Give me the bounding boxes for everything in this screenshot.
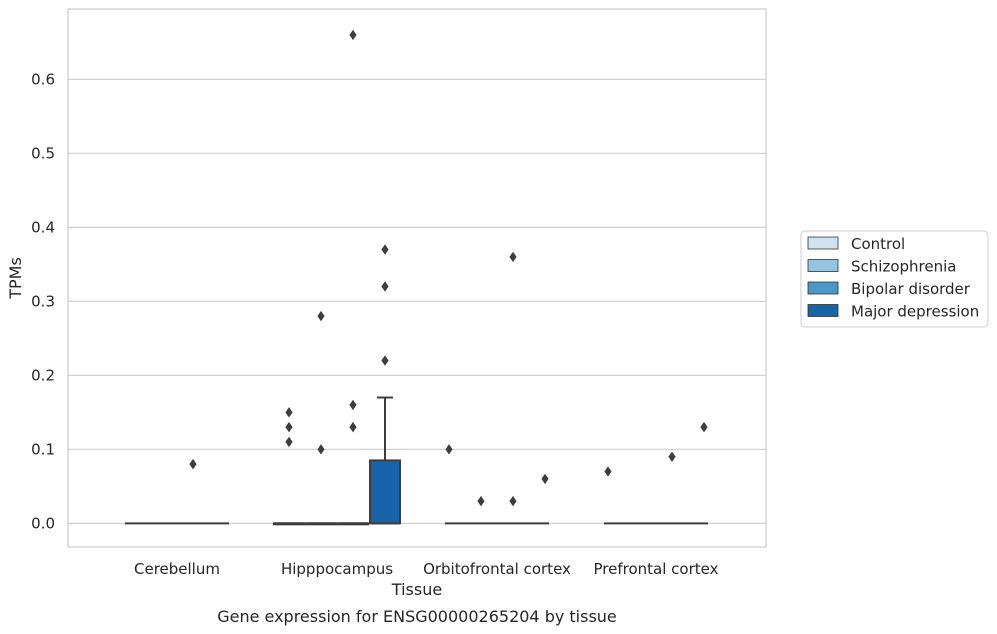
y-tick-label: 0.5 — [31, 144, 55, 162]
legend-label: Bipolar disorder — [851, 280, 971, 298]
chart-caption: Gene expression for ENSG00000265204 by t… — [217, 607, 617, 626]
outlier-marker — [349, 399, 357, 411]
outlier-marker — [381, 244, 389, 255]
legend-swatch — [807, 304, 839, 317]
outlier-marker — [604, 466, 612, 477]
legend-label: Control — [851, 235, 905, 253]
outlier-marker — [349, 421, 357, 433]
outlier-marker — [285, 407, 293, 418]
y-axis-label: TPMs — [6, 257, 25, 300]
legend-swatch — [807, 236, 839, 250]
box — [369, 459, 401, 525]
legend-swatch — [807, 259, 839, 272]
x-tick-labels: Cerebellum Hipppocampus Orbitofrontal cort… — [134, 560, 719, 578]
y-tick-label: 0.4 — [31, 218, 55, 236]
x-axis-label: Tissue — [391, 580, 442, 599]
outlier-marker — [541, 473, 549, 485]
plot-area — [68, 9, 766, 547]
legend-label: Major depression — [851, 303, 979, 321]
outlier-marker — [189, 458, 197, 470]
gridlines — [68, 78, 766, 524]
outlier-marker — [381, 355, 389, 366]
x-tick-label: Cerebellum — [134, 560, 220, 578]
outlier-marker — [285, 421, 293, 433]
x-tick-label: Orbitofrontal cortex — [423, 560, 571, 578]
y-tick-label: 0.6 — [31, 70, 55, 88]
outlier-marker — [317, 444, 325, 455]
legend-label: Schizophrenia — [851, 258, 956, 276]
outlier-markers — [189, 29, 708, 507]
legend-swatch — [807, 281, 839, 295]
legend-frame — [800, 230, 989, 328]
outlier-marker — [381, 281, 389, 292]
y-tick-label: 0.3 — [31, 292, 55, 310]
x-tick-label: Hipppocampus — [281, 560, 393, 578]
outlier-marker — [445, 444, 453, 455]
boxes — [125, 396, 708, 526]
outlier-marker — [668, 451, 676, 462]
y-tick-label: 0.2 — [31, 366, 55, 384]
outlier-marker — [317, 310, 325, 322]
legend: Control Schizophrenia Bipolar disorder Majo… — [800, 230, 989, 328]
outlier-marker — [285, 436, 293, 448]
y-tick-label: 0.0 — [31, 514, 55, 532]
outlier-marker — [509, 251, 517, 263]
y-tick-labels: 0.0 0.1 0.2 0.3 0.4 0.5 0.6 — [31, 70, 55, 532]
plot-frame — [67, 8, 767, 548]
outlier-marker — [349, 29, 357, 41]
outlier-marker — [477, 495, 485, 507]
outlier-marker — [509, 495, 517, 507]
y-tick-label: 0.1 — [31, 440, 55, 458]
x-tick-label: Prefrontal cortex — [594, 560, 719, 578]
outlier-marker — [700, 421, 708, 433]
